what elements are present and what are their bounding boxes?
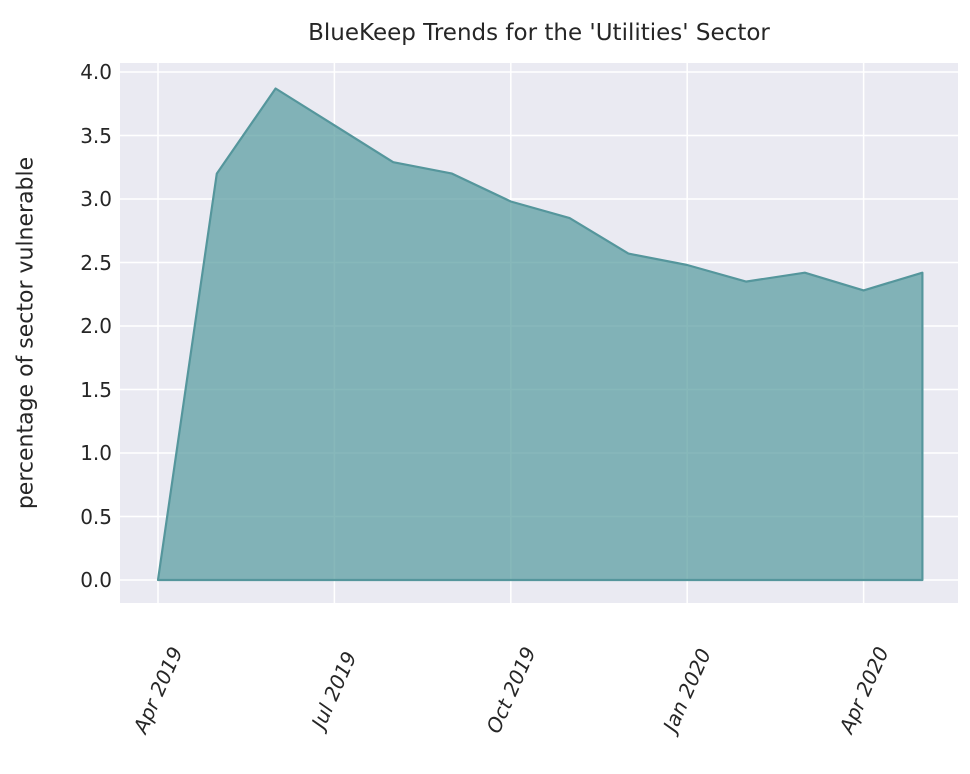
- y-tick-label: 4.0: [80, 60, 112, 84]
- y-tick-label: 3.5: [80, 123, 112, 148]
- x-tick-label: Jul 2019: [306, 647, 362, 733]
- x-tick-label: Apr 2019: [128, 643, 188, 737]
- y-tick-label: 2.0: [80, 314, 112, 338]
- y-tick-label: 1.5: [80, 377, 112, 402]
- chart-title: BlueKeep Trends for the 'Utilities' Sect…: [308, 20, 770, 46]
- y-tick-label: 2.5: [80, 250, 112, 275]
- y-tick-label: 0.5: [80, 504, 112, 529]
- y-tick-label: 0.0: [80, 568, 112, 592]
- y-axis-label: percentage of sector vulnerable: [13, 156, 39, 510]
- y-tick-label: 3.0: [80, 187, 112, 211]
- area-chart-svg: [120, 63, 958, 603]
- x-tick-label: Oct 2019: [481, 643, 541, 737]
- x-tick-label: Apr 2020: [833, 643, 894, 737]
- y-tick-label: 1.0: [80, 441, 112, 465]
- plot-area: [120, 63, 958, 603]
- area-series: [156, 87, 924, 582]
- x-tick-label: Jan 2020: [658, 644, 717, 736]
